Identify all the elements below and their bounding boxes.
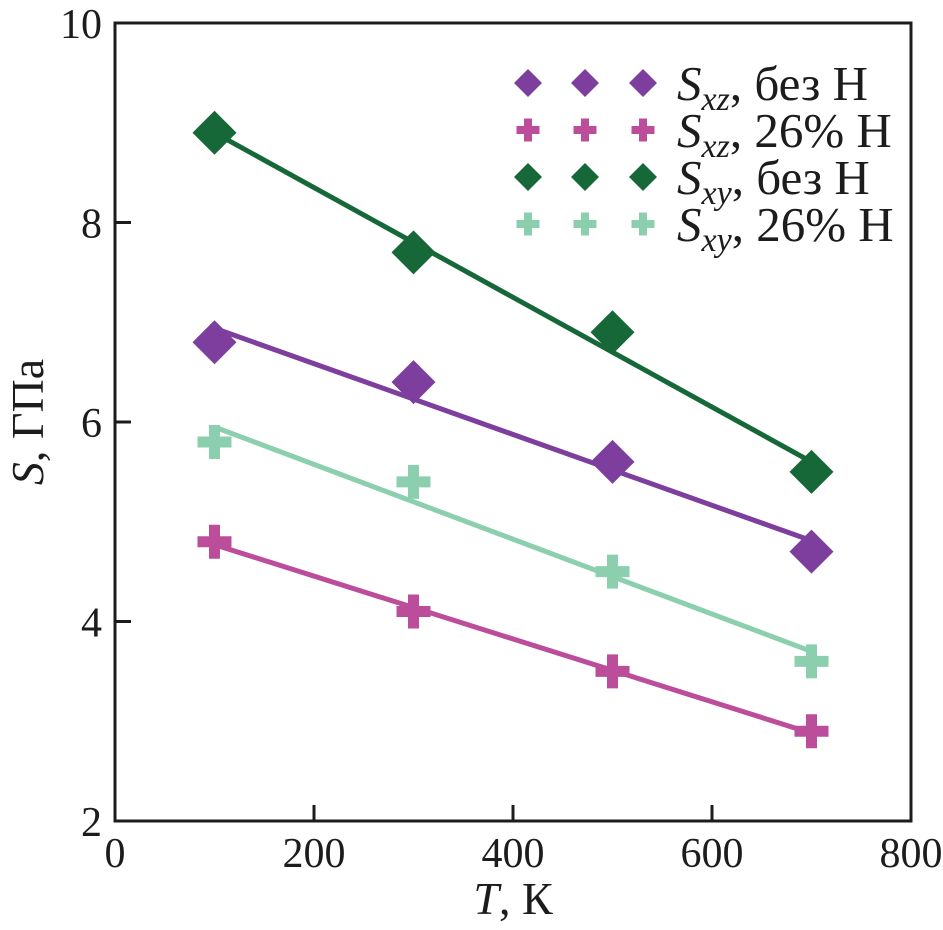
legend-item-sxz-no-h: Sxz, без H — [514, 56, 868, 118]
marker-sxy-no-h — [192, 110, 237, 155]
series-sxy-no-h — [192, 110, 834, 494]
fit-line-sxy-26-h — [213, 424, 813, 654]
marker-sxy-26-h — [794, 644, 829, 679]
legend-label: Sxz, без H — [677, 56, 868, 118]
marker-sxy-no-h — [391, 230, 436, 275]
x-tick-label: 200 — [283, 831, 346, 877]
marker-sxy-no-h — [789, 449, 834, 494]
x-axis-label: T, К — [473, 873, 553, 924]
marker-sxy-26-h — [197, 424, 232, 459]
marker-sxz-26-h — [396, 594, 431, 629]
legend-marker-sxz-26-h — [516, 118, 540, 142]
legend-marker-sxz-no-h — [514, 69, 542, 97]
marker-sxz-26-h — [595, 654, 630, 689]
legend-marker-sxz-no-h — [571, 69, 599, 97]
legend-marker-sxy-26-h — [516, 212, 540, 236]
x-tick-label: 400 — [482, 831, 545, 877]
y-tick-label: 8 — [81, 202, 102, 248]
marker-sxz-26-h — [197, 524, 232, 559]
legend-label: Sxy, 26% H — [677, 197, 894, 259]
legend-marker-sxz-26-h — [631, 118, 655, 142]
marker-sxz-no-h — [590, 439, 635, 484]
x-tick-label: 600 — [681, 831, 744, 877]
legend-item-sxy-26-h: Sxy, 26% H — [516, 197, 894, 259]
y-tick-label: 10 — [60, 2, 102, 48]
fit-line-sxy-no-h — [213, 130, 813, 465]
series-sxy-26-h — [197, 424, 829, 679]
legend-item-sxz-26-h: Sxz, 26% H — [516, 103, 892, 165]
legend-marker-sxy-no-h — [514, 163, 542, 191]
series-sxz-26-h — [197, 524, 829, 749]
legend-item-sxy-no-h: Sxy, без H — [514, 150, 870, 212]
legend-marker-sxy-no-h — [571, 163, 599, 191]
marker-sxy-26-h — [396, 464, 431, 499]
x-tick-label: 0 — [105, 831, 126, 877]
legend-marker-sxy-26-h — [573, 212, 597, 236]
legend-marker-sxz-26-h — [573, 118, 597, 142]
series-sxz-no-h — [192, 320, 834, 574]
y-tick-label: 2 — [81, 800, 102, 846]
y-tick-label: 4 — [81, 601, 102, 647]
legend-marker-sxz-no-h — [629, 69, 657, 97]
marker-sxz-no-h — [391, 360, 436, 405]
y-axis-label: S, ГПа — [2, 359, 53, 485]
legend-marker-sxy-26-h — [631, 212, 655, 236]
marker-sxz-no-h — [192, 320, 237, 365]
marker-sxy-no-h — [590, 310, 635, 355]
marker-sxz-26-h — [794, 714, 829, 749]
legend-label: Sxz, 26% H — [677, 103, 892, 165]
fit-line-sxz-no-h — [213, 325, 813, 544]
y-tick-label: 6 — [81, 401, 102, 447]
marker-sxz-no-h — [789, 529, 834, 574]
fit-line-sxz-26-h — [213, 542, 813, 736]
marker-sxy-26-h — [595, 554, 630, 589]
legend-marker-sxy-no-h — [629, 163, 657, 191]
legend-label: Sxy, без H — [677, 150, 870, 212]
x-tick-label: 800 — [880, 831, 943, 877]
